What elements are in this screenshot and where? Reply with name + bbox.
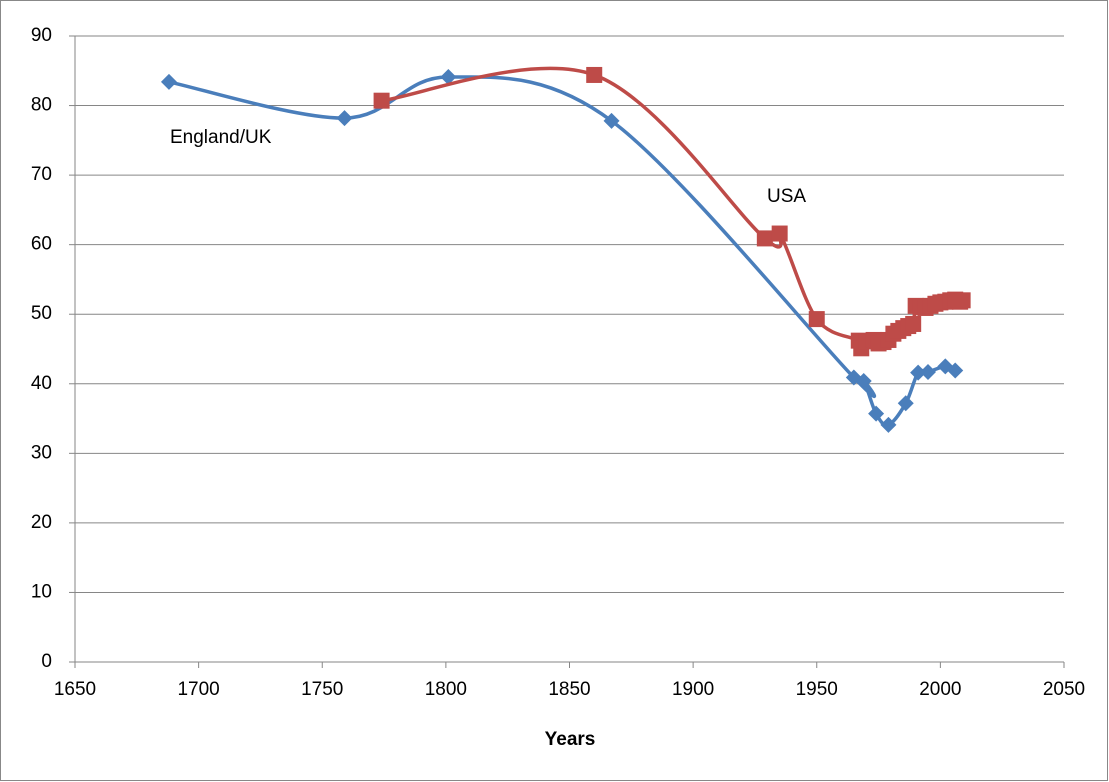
- x-tick-label: 1850: [548, 679, 590, 700]
- y-tick-label: 40: [31, 373, 52, 394]
- x-tick-label: 1650: [54, 679, 96, 700]
- marker: [808, 311, 825, 328]
- y-tick-label: 80: [31, 95, 52, 116]
- marker: [771, 225, 788, 242]
- x-tick-label: 1950: [796, 679, 838, 700]
- marker: [910, 364, 927, 381]
- marker: [336, 110, 353, 127]
- x-tick-label: 1800: [425, 679, 467, 700]
- series-annotation: USA: [767, 186, 806, 207]
- y-tick-label: 20: [31, 512, 52, 533]
- marker: [160, 73, 177, 90]
- marker: [897, 395, 914, 412]
- y-tick-label: 60: [31, 234, 52, 255]
- y-tick-label: 70: [31, 164, 52, 185]
- x-tick-label: 1750: [301, 679, 343, 700]
- marker: [905, 315, 922, 332]
- x-tick-label: 1900: [672, 679, 714, 700]
- x-tick-label: 2050: [1043, 679, 1085, 700]
- marker: [880, 416, 897, 433]
- y-tick-label: 90: [31, 25, 52, 46]
- y-tick-label: 10: [31, 581, 52, 602]
- x-axis-label: Years: [545, 729, 596, 750]
- marker: [586, 66, 603, 83]
- y-tick-label: 50: [31, 303, 52, 324]
- marker: [868, 405, 885, 422]
- series-annotation: England/UK: [170, 127, 272, 148]
- marker: [373, 92, 390, 109]
- x-tick-label: 1700: [177, 679, 219, 700]
- marker: [603, 112, 620, 129]
- y-tick-label: 0: [41, 651, 52, 672]
- marker: [440, 69, 457, 86]
- marker: [947, 362, 964, 379]
- marker: [920, 363, 937, 380]
- marker: [954, 292, 971, 309]
- marker: [855, 372, 872, 389]
- x-tick-label: 2000: [919, 679, 961, 700]
- marker: [756, 230, 773, 247]
- y-tick-label: 30: [31, 442, 52, 463]
